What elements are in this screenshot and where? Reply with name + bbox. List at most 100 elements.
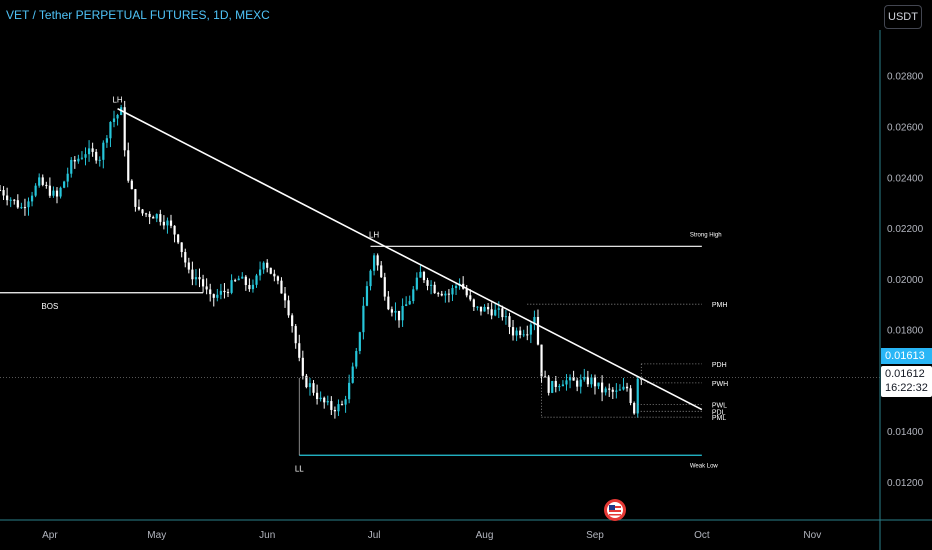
annotation-label: LL bbox=[295, 464, 304, 473]
candle-body bbox=[472, 299, 475, 307]
candle-body bbox=[173, 225, 176, 235]
candles-layer bbox=[0, 100, 643, 419]
candle-body bbox=[109, 121, 112, 139]
candle-body bbox=[13, 199, 16, 201]
candle-body bbox=[70, 159, 73, 174]
candle-body bbox=[372, 255, 376, 271]
candle-body bbox=[319, 397, 322, 400]
candle-body bbox=[137, 206, 141, 210]
candle-body bbox=[315, 392, 319, 400]
candle-body bbox=[251, 284, 255, 290]
time-tick-label: Jul bbox=[368, 530, 381, 541]
candle-body bbox=[230, 280, 233, 293]
candle-body bbox=[437, 293, 440, 295]
candle-body bbox=[194, 277, 198, 280]
candle-body bbox=[561, 384, 565, 387]
price-tick-label: 0.01200 bbox=[887, 478, 924, 489]
candle-body bbox=[465, 288, 468, 296]
candle-body bbox=[540, 344, 543, 377]
candle-body bbox=[522, 334, 525, 336]
candle-body bbox=[333, 409, 336, 412]
candle-body bbox=[576, 380, 579, 387]
level-label: PWH bbox=[712, 381, 728, 388]
candle-body bbox=[312, 383, 315, 393]
candle-body bbox=[52, 190, 55, 196]
candle-body bbox=[287, 300, 290, 316]
candle-body bbox=[16, 200, 19, 208]
candle-body bbox=[262, 262, 265, 270]
candle-body bbox=[205, 286, 208, 290]
candle-body bbox=[440, 293, 443, 296]
candle-body bbox=[483, 306, 486, 312]
last-price-tag: 0.01613 bbox=[881, 348, 932, 364]
candle-body bbox=[169, 220, 173, 226]
candle-body bbox=[80, 157, 84, 159]
time-tick-label: Sep bbox=[586, 530, 604, 541]
candle-body bbox=[579, 379, 582, 387]
candle-body bbox=[273, 273, 276, 277]
candle-body bbox=[615, 390, 618, 392]
candle-body bbox=[255, 275, 258, 285]
candle-body bbox=[187, 262, 190, 270]
candle-body bbox=[618, 389, 622, 391]
candle-body bbox=[326, 401, 329, 403]
candle-body bbox=[234, 280, 237, 282]
candle-body bbox=[633, 402, 636, 414]
price-tick-label: 0.02400 bbox=[887, 173, 924, 184]
candle-body bbox=[348, 382, 351, 400]
candle-body bbox=[2, 190, 5, 196]
candle-body bbox=[586, 376, 589, 385]
candle-body bbox=[351, 366, 354, 383]
candle-body bbox=[191, 269, 194, 280]
candle-body bbox=[148, 213, 151, 218]
price-tick-label: 0.01400 bbox=[887, 427, 924, 438]
us-flag-icon[interactable] bbox=[603, 498, 627, 522]
price-tick-label: 0.02000 bbox=[887, 275, 924, 286]
candle-body bbox=[123, 107, 126, 151]
candle-body bbox=[590, 377, 593, 385]
candle-body bbox=[84, 154, 87, 158]
candle-body bbox=[504, 316, 508, 318]
candle-body bbox=[376, 255, 379, 266]
candle-body bbox=[66, 173, 69, 182]
candle-body bbox=[216, 294, 219, 298]
trendline bbox=[117, 107, 703, 411]
candle-body bbox=[298, 343, 301, 358]
candle-body bbox=[9, 199, 12, 201]
candle-body bbox=[419, 271, 422, 278]
candle-body bbox=[45, 184, 48, 186]
candle-body bbox=[526, 334, 529, 336]
price-tick-label: 0.02200 bbox=[887, 224, 924, 235]
candle-body bbox=[511, 327, 515, 336]
candle-body bbox=[201, 279, 205, 287]
candle-body bbox=[469, 295, 472, 300]
candle-body bbox=[180, 242, 183, 253]
level-label: PML bbox=[712, 415, 727, 422]
candle-body bbox=[291, 315, 294, 327]
candle-body bbox=[358, 332, 361, 352]
candle-body bbox=[258, 269, 262, 276]
candle-body bbox=[536, 316, 540, 345]
time-tick-label: Jun bbox=[259, 530, 275, 541]
candle-body bbox=[494, 309, 497, 316]
candle-body bbox=[127, 150, 130, 181]
candle-body bbox=[597, 382, 600, 387]
candle-body bbox=[479, 306, 483, 312]
candle-body bbox=[166, 220, 169, 226]
candle-body bbox=[294, 326, 297, 344]
candle-body bbox=[212, 294, 215, 298]
level-label: PMH bbox=[712, 302, 728, 309]
candle-body bbox=[30, 195, 34, 202]
candle-body bbox=[365, 286, 369, 306]
currency-button[interactable]: USDT bbox=[884, 5, 922, 29]
candle-body bbox=[105, 138, 108, 143]
current-price-tag: 0.01612 16:22:32 bbox=[881, 366, 932, 397]
candle-body bbox=[301, 357, 304, 376]
candle-body bbox=[116, 114, 119, 119]
candle-body bbox=[429, 284, 433, 286]
candle-body bbox=[337, 404, 340, 412]
candle-body bbox=[283, 293, 287, 301]
candle-body bbox=[219, 290, 222, 295]
